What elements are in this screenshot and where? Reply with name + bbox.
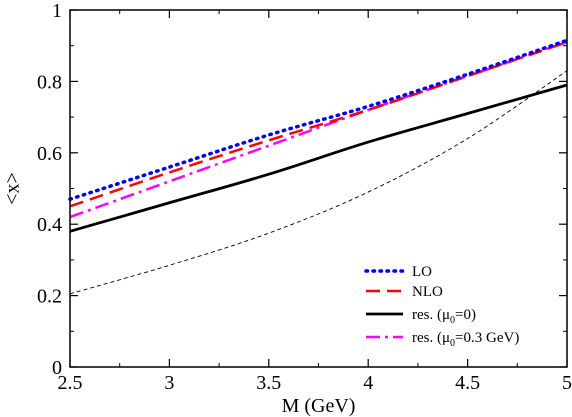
y-axis-label: <x> [2, 172, 24, 205]
x-tick-label: 3 [164, 372, 174, 394]
series-line-res-0-0 [69, 83, 568, 233]
y-tick-label: 0.4 [37, 214, 62, 236]
series-layer [68, 38, 569, 295]
x-tick-label: 4.5 [455, 372, 480, 394]
x-tick-label: 4 [363, 372, 373, 394]
x-tick-label: 3.5 [256, 372, 281, 394]
y-tick-label: 1 [52, 0, 62, 22]
legend-label: res. (μ0=0.3 GeV) [412, 330, 519, 349]
legend-label: res. (μ0=0) [412, 307, 476, 326]
y-tick-label: 0.6 [37, 143, 62, 165]
x-axis-label: M (GeV) [282, 395, 356, 417]
legend-label: LO [412, 264, 432, 280]
legend-label: NLO [412, 284, 443, 300]
ticks-layer: 2.5 3 3.5 4 4.5 5 0 0.2 0.4 0.6 0.8 1 [37, 0, 572, 394]
y-tick-label: 0 [52, 357, 62, 379]
series-line-lo [68, 38, 569, 201]
plot-frame [69, 9, 568, 368]
x-tick-label: 5 [562, 372, 572, 394]
y-tick-label: 0.8 [37, 71, 62, 93]
y-tick-label: 0.2 [37, 286, 62, 308]
legend: LO NLO res. (μ0=0) res. (μ0=0.3 GeV) [364, 264, 519, 349]
series-line-unlabeled-reference [69, 70, 568, 295]
x-tick-label: 2.5 [58, 372, 83, 394]
